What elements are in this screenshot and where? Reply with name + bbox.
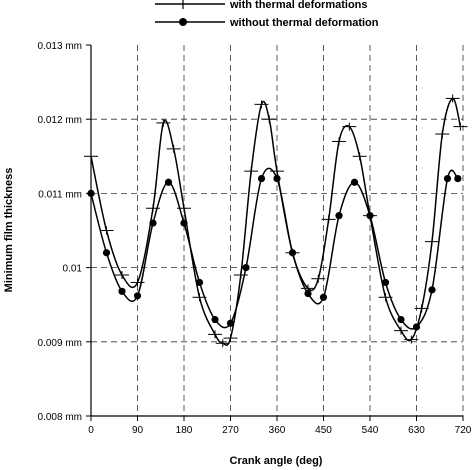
series-2-point-21: [412, 323, 421, 331]
legend-marker-series-2: [179, 18, 187, 26]
series-1-point-1: [99, 226, 114, 235]
x-tick-label-4: 360: [269, 425, 286, 436]
series-1-point-10: [215, 339, 230, 348]
y-tick-label-5: 0.013 mm: [38, 41, 82, 52]
series-1-point-5: [156, 118, 171, 127]
series-1-point-31: [445, 94, 460, 103]
series-2-point-12: [273, 174, 281, 183]
series-2-point-14: [304, 289, 312, 298]
series-2-point-6: [180, 219, 188, 227]
y-tick-label-4: 0.012 mm: [38, 115, 82, 126]
series-2-point-5: [164, 178, 173, 186]
series-2-point-0: [87, 189, 95, 197]
series-1-point-15: [262, 115, 277, 124]
series-1-point-12: [233, 271, 248, 280]
series-2-point-2: [118, 287, 126, 295]
series-2-point-11: [257, 174, 266, 183]
series-2-point-7: [195, 278, 204, 287]
series-2-point-20: [397, 315, 405, 324]
series-2-point-18: [366, 212, 374, 220]
legend-label-series-1: with thermal deformations: [229, 0, 368, 11]
x-tick-label-0: 0: [88, 425, 94, 436]
series-1-point-9: [208, 330, 222, 339]
x-tick-label-7: 630: [408, 425, 425, 436]
series-1-point-32: [453, 122, 468, 131]
series-1-point-27: [404, 335, 419, 344]
series-2-point-23: [443, 174, 452, 183]
y-tick-label-3: 0.011 mm: [38, 189, 82, 200]
series-1-point-2: [115, 271, 129, 280]
series-2-point-1: [102, 249, 111, 257]
axes-layer: 0 90 180 270 360 450 540 630 720 0.008 mm 0.009 mm…: [38, 41, 472, 436]
series-2-point-24: [454, 174, 462, 183]
series-1-point-23: [352, 152, 367, 161]
series-2-point-10: [242, 264, 250, 272]
series-1-point-6: [166, 144, 181, 153]
series-layer: [84, 94, 468, 348]
series-1-point-26: [394, 326, 408, 335]
x-tick-label-3: 270: [222, 425, 239, 436]
series-2-point-4: [149, 219, 157, 227]
y-tick-label-1: 0.009 mm: [38, 338, 82, 349]
series-1-point-3: [130, 278, 145, 287]
series-1-point-19: [311, 274, 326, 283]
series-2-point-17: [350, 178, 359, 186]
series-2-point-13: [288, 249, 297, 257]
series-1-point-21: [332, 137, 346, 146]
x-tick-label-1: 90: [132, 425, 144, 436]
series-1-point-20: [321, 215, 336, 224]
y-tick-label-2: 0.01: [63, 264, 83, 275]
y-tick-label-0: 0.008 mm: [38, 412, 82, 423]
series-1-point-14: [254, 100, 269, 109]
series-1-point-22: [342, 122, 357, 131]
x-tick-label-5: 450: [315, 425, 332, 436]
series-1-point-28: [414, 304, 429, 313]
series-1-point-29: [425, 237, 439, 246]
series-2-point-3: [133, 292, 142, 300]
series-2-point-16: [335, 212, 343, 220]
series-1-point-0: [84, 152, 98, 161]
series-2-point-9: [226, 319, 235, 327]
x-tick-label-6: 540: [362, 425, 379, 436]
x-tick-label-2: 180: [176, 425, 193, 436]
series-1-line: [90, 97, 462, 346]
series-1-point-13: [244, 167, 259, 176]
grid-layer: [91, 45, 464, 416]
series-1-point-11: [223, 334, 238, 343]
x-axis-title: Crank angle (deg): [230, 455, 323, 467]
series-1-point-30: [435, 130, 450, 139]
series-2-point-19: [381, 278, 390, 287]
y-axis-title: Minimum film thickness: [3, 168, 15, 293]
x-tick-label-8: 720: [455, 425, 472, 436]
series-1-point-16: [270, 167, 284, 176]
legend-label-series-2: without thermal deformation: [229, 17, 379, 29]
series-2-point-8: [211, 315, 219, 324]
series-2-point-22: [428, 286, 436, 294]
legend: with thermal deformations without therma…: [155, 0, 379, 29]
series-2-point-15: [319, 293, 328, 301]
